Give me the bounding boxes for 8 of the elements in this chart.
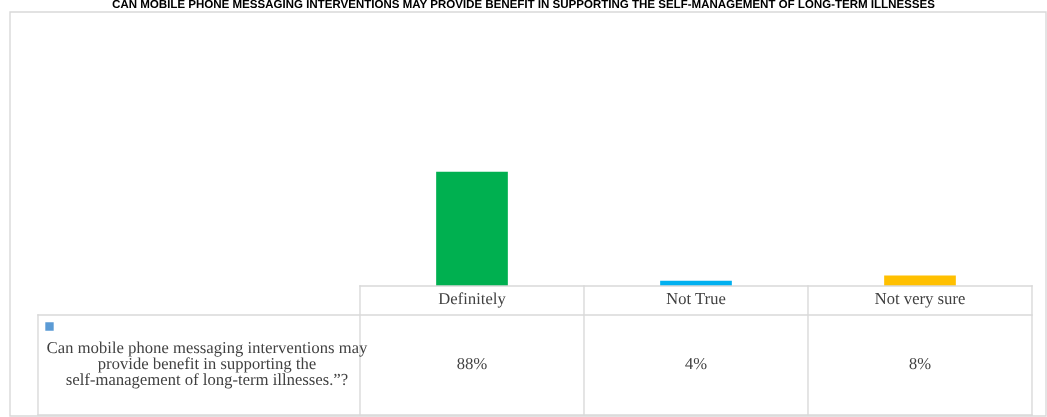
x-tick-label: Not True	[666, 293, 726, 305]
x-tick-label: Definitely	[438, 292, 506, 308]
data-label: 88%	[457, 357, 487, 370]
data-label: 8%	[909, 357, 931, 370]
text: Can mobile phone messaging interventions may provide benefit in supporting the self-management of long-term illnesses.”?	[47, 341, 368, 389]
data-label: 4%	[685, 357, 707, 370]
chart-title: CAN MOBILE PHONE MESSAGING INTERVENTIONS MAY PROVIDE BENEFIT IN SUPPORTING THE SELF-MANAGEMENT OF LONG-TERM ILLNESSES	[112, 0, 935, 9]
x-tick-label: Not very sure	[875, 293, 965, 308]
